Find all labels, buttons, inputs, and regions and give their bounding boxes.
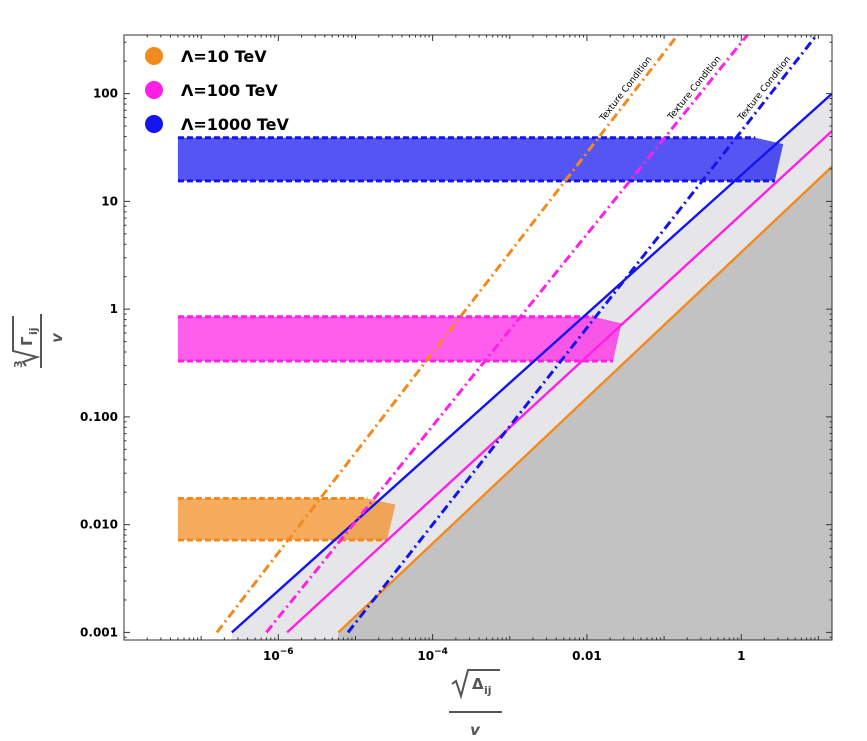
x-label-subscript: ij (484, 684, 492, 697)
texture-label-2: Texture Condition (736, 55, 793, 124)
texture-line-1 (265, 35, 749, 634)
legend-label-1: Λ=100 TeV (181, 81, 278, 100)
legend-label-0: Λ=10 TeV (181, 47, 267, 66)
texture-label-1: Texture Condition (666, 54, 724, 122)
legend-marker-1 (145, 81, 163, 99)
y-label-index: 3 (12, 360, 25, 368)
x-tick-label: 0.01 (572, 649, 602, 663)
y-label-denominator: v (48, 332, 66, 343)
y-label-subscript: ij (27, 327, 40, 335)
boundary-line-2 (231, 92, 832, 634)
boundary-line-0 (337, 165, 832, 634)
legend-marker-2 (145, 115, 163, 133)
legend-marker-0 (145, 47, 163, 65)
x-axis: 10−6 10−4 0.01 1 (123, 35, 819, 663)
legend: Λ=10 TeV Λ=100 TeV Λ=1000 TeV (145, 47, 290, 134)
y-tick-label: 1 (110, 302, 118, 316)
x-label-radicand: Δ (472, 675, 484, 693)
y-label-radicand: Γ (18, 336, 36, 346)
excluded-region-dark (338, 166, 832, 640)
y-tick-label: 100 (93, 87, 118, 101)
legend-label-2: Λ=1000 TeV (181, 115, 290, 134)
plot-frame (123, 34, 833, 641)
y-tick-label: 0.100 (80, 410, 118, 424)
band-1 (177, 316, 622, 362)
texture-label-0: Texture Condition (598, 55, 655, 124)
texture-line-2 (346, 35, 818, 634)
texture-line-0 (215, 35, 679, 634)
band-2 (177, 137, 784, 181)
x-axis-label: Δ ij v (449, 669, 502, 739)
x-tick-label: 10−6 (263, 647, 294, 663)
y-tick-label: 10 (101, 194, 118, 208)
x-tick-label: 1 (737, 649, 745, 663)
y-tick-label: 0.001 (80, 625, 118, 639)
x-label-denominator: v (470, 721, 481, 739)
band-0 (177, 498, 396, 541)
boundary-line-1 (286, 130, 832, 634)
y-axis: 0.001 0.010 0.100 1 10 100 (80, 41, 832, 639)
y-tick-label: 0.010 (80, 518, 118, 532)
y-axis-label: 3 Γ ij v (12, 314, 66, 368)
x-tick-label: 10−4 (417, 647, 448, 663)
